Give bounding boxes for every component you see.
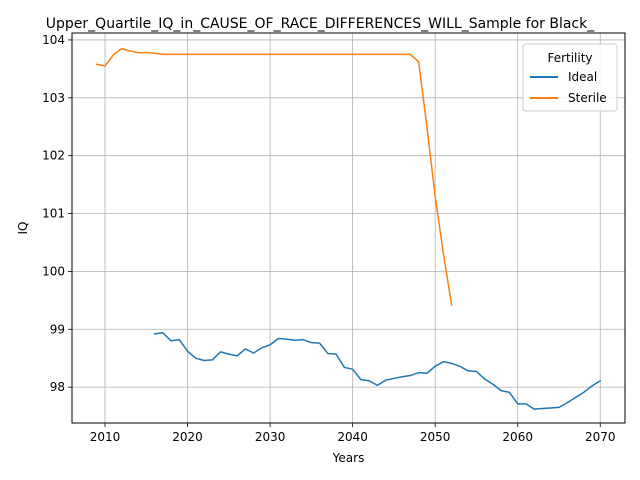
x-tick-label: 2060 — [502, 430, 533, 444]
x-axis-label: Years — [332, 451, 365, 465]
y-tick-label: 99 — [50, 322, 65, 336]
x-axis: 2010 2020 2030 2040 2050 2060 2070 — [90, 423, 616, 444]
y-tick-label: 104 — [42, 33, 65, 47]
y-tick-label: 103 — [42, 91, 65, 105]
legend-label-sterile: Sterile — [568, 91, 607, 105]
series-layer — [95, 47, 602, 410]
legend: Fertility Ideal Sterile — [522, 43, 618, 112]
legend-box — [522, 43, 618, 112]
legend-label-ideal: Ideal — [568, 70, 597, 84]
x-tick-label: 2010 — [90, 430, 121, 444]
series-line-sterile — [95, 47, 453, 306]
y-tick-label: 100 — [42, 264, 65, 278]
series-line-ideal — [153, 331, 602, 410]
plot-frame — [71, 32, 626, 424]
legend-title: Fertility — [547, 51, 592, 65]
y-axis-label: IQ — [16, 222, 30, 235]
x-tick-label: 2050 — [420, 430, 451, 444]
y-tick-label: 102 — [42, 149, 65, 163]
x-tick-label: 2020 — [172, 430, 203, 444]
y-axis: 98 99 100 101 102 103 104 — [42, 33, 72, 394]
y-tick-label: 98 — [50, 380, 65, 394]
chart-title: Upper_Quartile_IQ_in_CAUSE_OF_RACE_DIFFE… — [46, 16, 595, 32]
x-tick-label: 2040 — [337, 430, 368, 444]
y-tick-label: 101 — [42, 207, 65, 221]
x-tick-label: 2070 — [585, 430, 616, 444]
x-tick-label: 2030 — [255, 430, 286, 444]
